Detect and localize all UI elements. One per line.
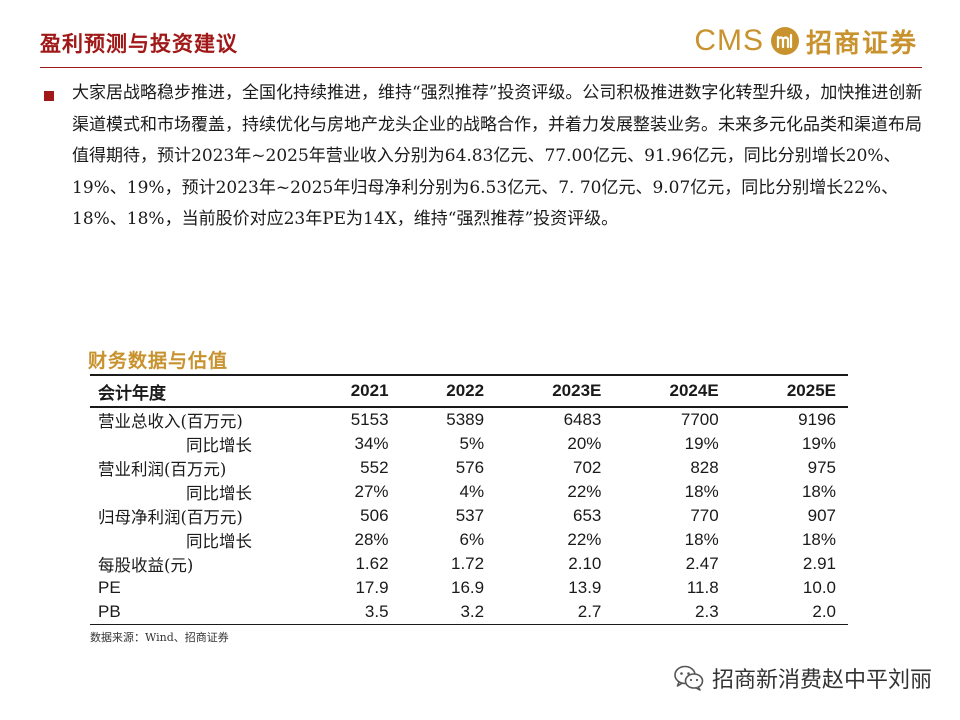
- table-cell: 9196: [798, 410, 836, 429]
- table-cell: 10.0: [802, 577, 836, 597]
- table-row: 同比增长 34% 5% 20% 19% 19%: [90, 432, 848, 456]
- table-cell: 34%: [354, 434, 389, 453]
- table-cell: 828: [690, 458, 719, 477]
- data-source-note: 数据来源：Wind、招商证券: [90, 631, 229, 644]
- row-label: 同比增长: [186, 532, 252, 551]
- table-cell: 506: [360, 506, 389, 525]
- table-cell: 17.9: [355, 577, 389, 597]
- table-cell: 11.8: [686, 577, 719, 597]
- table-cell: 2.3: [613, 599, 731, 625]
- table-cell: 1.62: [355, 554, 389, 573]
- table-cell: 18%: [801, 530, 836, 549]
- table-cell: 3.2: [400, 599, 497, 625]
- table-cell: 13.9: [568, 577, 602, 597]
- table-cell: 5153: [350, 410, 389, 429]
- table-row: 同比增长 28% 6% 22% 18% 18%: [90, 528, 848, 552]
- table-cell: 20%: [567, 434, 602, 453]
- watermark-text: 招商新消费赵中平刘丽: [711, 668, 932, 693]
- header-label: 会计年度: [90, 374, 305, 408]
- wechat-icon: [674, 665, 704, 691]
- row-label: 营业总收入(百万元): [98, 412, 243, 431]
- bullet-square-icon: [44, 91, 54, 101]
- table-cell: 7700: [680, 410, 719, 429]
- table-cell: 5%: [459, 434, 485, 453]
- row-label: 同比增长: [186, 436, 252, 455]
- table-cell: 4%: [459, 482, 485, 501]
- row-label: PE: [98, 577, 121, 597]
- table-row: 同比增长 27% 4% 22% 18% 18%: [90, 480, 848, 504]
- table-cell: 702: [573, 458, 602, 477]
- table-row: PB 3.5 3.2 2.7 2.3 2.0: [90, 599, 848, 625]
- table-cell: 19%: [684, 434, 719, 453]
- table-cell: 18%: [801, 482, 836, 501]
- investment-summary-paragraph: 大家居战略稳步推进，全国化持续推进，维持“强烈推荐”投资评级。公司积极推进数字化…: [72, 83, 923, 229]
- row-label: 每股收益(元): [98, 556, 194, 575]
- year-header: 2024E: [613, 374, 731, 408]
- table-cell: 2.0: [730, 599, 848, 625]
- table-cell: 3.5: [305, 599, 401, 625]
- table-cell: 975: [807, 458, 836, 477]
- table-cell: 18%: [684, 482, 719, 501]
- table-cell: 907: [807, 506, 836, 525]
- row-label: PB: [90, 599, 305, 625]
- table-cell: 22%: [567, 530, 602, 549]
- table-cell: 18%: [684, 530, 719, 549]
- year-header: 2025E: [730, 374, 848, 408]
- table-cell: 6483: [563, 410, 602, 429]
- table-header-row: 会计年度 2021 2022 2023E 2024E 2025E: [90, 374, 848, 408]
- table-cell: 5389: [446, 410, 485, 429]
- cms-logo: CMS 招商证券: [694, 22, 918, 60]
- table-row: 每股收益(元) 1.62 1.72 2.10 2.47 2.91: [90, 552, 848, 576]
- row-label: 归母净利润(百万元): [98, 508, 243, 527]
- table-cell: 2.91: [802, 554, 836, 573]
- logo-company-name: 招商证券: [805, 28, 918, 59]
- table-title: 财务数据与估值: [88, 350, 229, 372]
- table-row: 归母净利润(百万元) 506 537 653 770 907: [90, 504, 848, 528]
- row-label: 同比增长: [186, 484, 252, 503]
- table-cell: 2.10: [568, 554, 602, 573]
- table-cell: 2.47: [685, 554, 719, 573]
- table-cell: 653: [573, 506, 602, 525]
- table-row: PE 17.9 16.9 13.9 11.8 10.0: [90, 576, 848, 600]
- year-header: 2021: [305, 374, 401, 408]
- table-cell: 537: [455, 506, 485, 525]
- table-cell: 576: [455, 458, 485, 477]
- table-row: 营业总收入(百万元) 5153 5389 6483 7700 9196: [90, 407, 848, 432]
- year-header: 2022: [400, 374, 497, 408]
- year-header: 2023E: [496, 374, 614, 408]
- table-cell: 6%: [459, 530, 485, 549]
- table-cell: 2.7: [496, 599, 614, 625]
- wechat-watermark: 招商新消费赵中平刘丽: [674, 662, 932, 694]
- financial-data-table: 会计年度 2021 2022 2023E 2024E 2025E 营业总收入(百…: [90, 374, 848, 625]
- table-row: 营业利润(百万元) 552 576 702 828 975: [90, 456, 848, 480]
- table-cell: 16.9: [451, 577, 485, 597]
- cms-emblem-icon: [770, 27, 799, 55]
- logo-cms-text: CMS: [694, 24, 764, 57]
- table-cell: 552: [360, 458, 389, 477]
- table-cell: 22%: [567, 482, 602, 501]
- row-label: 营业利润(百万元): [98, 460, 227, 479]
- table-cell: 770: [690, 506, 719, 525]
- table-cell: 28%: [354, 530, 389, 549]
- table-cell: 19%: [801, 434, 836, 453]
- table-cell: 27%: [354, 482, 389, 501]
- title-divider: [40, 67, 922, 68]
- table-cell: 1.72: [451, 554, 485, 573]
- page-title: 盈利预测与投资建议: [40, 31, 238, 56]
